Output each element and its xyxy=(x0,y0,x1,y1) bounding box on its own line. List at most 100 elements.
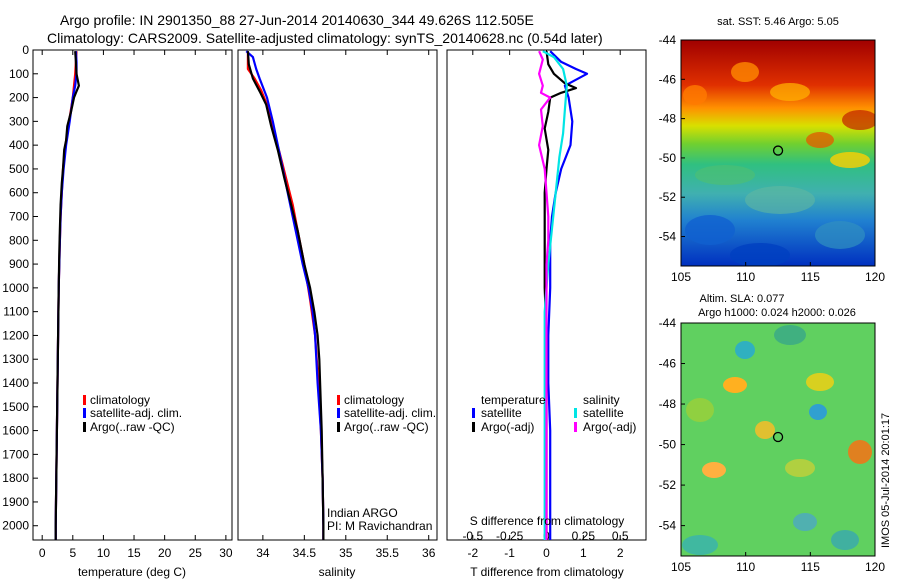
depth-tick-label: 1800 xyxy=(2,471,29,485)
x-tick-label: 30 xyxy=(219,546,233,560)
salinity-legend: climatology satellite-adj. clim. Argo(..… xyxy=(337,393,436,434)
map-x-tick-label: 110 xyxy=(736,560,755,574)
sla-map-title-line1: Altim. SLA: 0.077 xyxy=(700,293,785,305)
legend-header-salinity: salinity xyxy=(583,393,620,407)
map-y-tick-label: -54 xyxy=(659,519,677,533)
temperature-axes-frame xyxy=(32,49,233,541)
depth-tick-label: 1200 xyxy=(2,328,29,342)
legend-swatch-argo xyxy=(337,422,340,432)
sst-heatmap xyxy=(681,40,875,266)
sst-map-panel: sat. SST: 5.46 Argo: 5.05 105 110 115 120 -4… xyxy=(659,16,886,284)
imos-watermark: IMOS 05-Jul-2014 20:01:17 xyxy=(880,413,892,548)
depth-tick-label: 1300 xyxy=(2,352,29,366)
legend-swatch-s-satellite xyxy=(574,408,577,418)
depth-tick-label: 100 xyxy=(9,67,29,81)
temperature-lines xyxy=(54,51,81,540)
map-y-tick-label: -52 xyxy=(659,190,677,204)
legend-label-satellite: satellite-adj. clim. xyxy=(90,406,182,420)
depth-tick-label: 800 xyxy=(9,233,29,247)
depth-tick-label: 300 xyxy=(9,114,29,128)
sst-map-frame xyxy=(680,39,876,267)
legend-swatch-climatology xyxy=(83,395,86,405)
salinity-x-label: salinity xyxy=(319,565,356,579)
legend-swatch-satellite xyxy=(83,408,86,418)
legend-header-temperature: temperature xyxy=(481,393,546,407)
map-y-tick-label: -44 xyxy=(659,33,677,47)
map-x-tick-label: 105 xyxy=(671,270,691,284)
map-x-tick-label: 120 xyxy=(865,270,885,284)
map-x-tick-label: 115 xyxy=(801,560,820,574)
map-y-tick-label: -46 xyxy=(659,357,677,371)
salinity-annotation-line2: PI: M Ravichandran xyxy=(327,519,432,533)
sla-heatmap xyxy=(681,323,875,556)
legend-label-s-argo: Argo(-adj) xyxy=(583,420,636,434)
s-tick-label: -0.25 xyxy=(496,529,524,543)
legend-swatch-t-argo xyxy=(472,422,475,432)
legend-swatch-satellite xyxy=(337,408,340,418)
map-x-tick-label: 110 xyxy=(736,270,755,284)
figure-title-line2: Climatology: CARS2009. Satellite-adjuste… xyxy=(47,30,603,46)
x-tick-label: 34 xyxy=(256,546,270,560)
depth-tick-label: 600 xyxy=(9,186,29,200)
depth-tick-label: 1000 xyxy=(2,281,29,295)
sst-argo-location-marker xyxy=(772,145,784,156)
sst-map-title: sat. SST: 5.46 Argo: 5.05 xyxy=(717,16,839,28)
x-tick-label: 25 xyxy=(189,546,203,560)
series-line-argo-raw-qc- xyxy=(246,51,325,540)
map-y-tick-label: -44 xyxy=(659,316,677,330)
temperature-x-label: temperature (deg C) xyxy=(78,565,186,579)
depth-tick-label: 0 xyxy=(22,43,29,57)
sst-map-ticks: 105 110 115 120 -44 -46 -48 -50 -52 -54 xyxy=(659,33,886,284)
x-tick-label: 10 xyxy=(97,546,111,560)
sla-argo-location-marker xyxy=(772,431,784,443)
x-tick-label: 0 xyxy=(39,546,46,560)
x-tick-label: 0 xyxy=(543,546,550,560)
legend-swatch-t-satellite xyxy=(472,408,475,418)
x-tick-label: 36 xyxy=(422,546,436,560)
s-tick-label: 0.25 xyxy=(572,529,596,543)
map-y-tick-label: -50 xyxy=(659,151,677,165)
legend-label-t-satellite: satellite xyxy=(481,406,522,420)
x-tick-label: -2 xyxy=(467,546,478,560)
x-tick-label: 15 xyxy=(127,546,141,560)
x-tick-label: 34.5 xyxy=(293,546,317,560)
salinity-axes-frame xyxy=(237,49,438,541)
depth-tick-label: 200 xyxy=(9,91,29,105)
map-y-tick-label: -52 xyxy=(659,478,677,492)
map-y-tick-label: -46 xyxy=(659,72,677,86)
x-tick-label: -1 xyxy=(504,546,515,560)
legend-label-satellite: satellite-adj. clim. xyxy=(344,406,436,420)
difference-lines xyxy=(537,50,589,540)
depth-tick-label: 1100 xyxy=(3,305,29,319)
s-tick-label: 0.5 xyxy=(612,529,629,543)
x-tick-label: 35 xyxy=(339,546,353,560)
salinity-annotation-line1: Indian ARGO xyxy=(327,506,398,520)
sla-map-ticks: 105 110 115 120 -44 -46 -48 -50 -52 -54 xyxy=(659,316,886,574)
map-x-tick-label: 120 xyxy=(865,560,885,574)
salinity-x-ticks: 34 34.5 35 35.5 36 xyxy=(256,50,436,560)
depth-tick-label: 1400 xyxy=(2,376,29,390)
depth-tick-label: 1500 xyxy=(2,400,29,414)
x-tick-label: 35.5 xyxy=(376,546,400,560)
depth-axis-ticks: 0 100 200 300 400 500 600 700 800 900 1000 1100 1200… xyxy=(2,43,38,533)
map-y-tick-label: -48 xyxy=(659,112,677,126)
legend-swatch-argo xyxy=(83,422,86,432)
x-tick-label: 20 xyxy=(158,546,172,560)
temperature-legend: climatology satellite-adj. clim. Argo(..… xyxy=(83,393,182,434)
difference-panel: -2 -1 0 1 2 -0.5 -0.25 0 0.25 0.5 S difference f… xyxy=(446,49,647,579)
sla-map-panel: Altim. SLA: 0.077 Argo h1000: 0.024 h200… xyxy=(659,293,886,574)
depth-tick-label: 1600 xyxy=(2,424,29,438)
x-tick-label: 2 xyxy=(617,546,624,560)
depth-tick-label: 1700 xyxy=(2,447,29,461)
map-y-tick-label: -50 xyxy=(659,438,677,452)
x-tick-label: 5 xyxy=(69,546,76,560)
sla-map-title-line2: Argo h1000: 0.024 h2000: 0.026 xyxy=(698,307,856,319)
legend-swatch-s-argo xyxy=(574,422,577,432)
depth-tick-label: 2000 xyxy=(2,519,29,533)
map-x-tick-label: 105 xyxy=(671,560,691,574)
legend-swatch-climatology xyxy=(337,395,340,405)
depth-tick-label: 900 xyxy=(9,257,29,271)
legend-label-argo: Argo(..raw -QC) xyxy=(90,420,175,434)
series-line-salinity-argo-adj- xyxy=(537,50,552,540)
